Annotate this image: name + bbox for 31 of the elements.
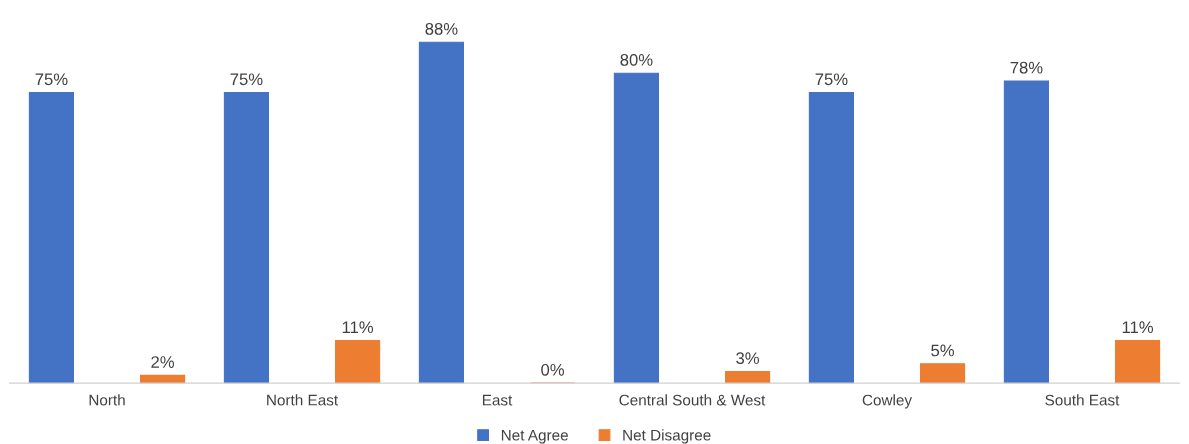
bar: [418, 41, 465, 384]
bar: [919, 363, 966, 384]
data-label: 78%: [1010, 61, 1043, 74]
data-label: 0%: [541, 363, 565, 376]
data-label: 2%: [151, 356, 175, 368]
bar: [28, 92, 75, 384]
bar: [613, 72, 660, 384]
x-tick-label: East: [482, 394, 513, 406]
data-label: 75%: [230, 73, 263, 86]
bar: [724, 370, 771, 384]
bar: [334, 340, 381, 384]
data-label: 75%: [815, 73, 848, 86]
data-label: 11%: [342, 321, 374, 334]
x-tick-label: South East: [1045, 394, 1120, 406]
x-tick-label: Cowley: [862, 394, 913, 409]
bar: [139, 374, 186, 384]
legend-label: Net Disagree: [623, 429, 711, 444]
legend-label: Net Agree: [501, 429, 568, 444]
data-label: 75%: [35, 73, 68, 86]
data-label: 11%: [1122, 321, 1154, 334]
data-label: 80%: [620, 53, 653, 66]
x-tick-label: North: [89, 394, 125, 406]
data-label: 88%: [425, 22, 458, 35]
data-label: 5%: [931, 344, 955, 357]
bar: [808, 92, 855, 384]
data-label: 3%: [736, 352, 760, 365]
bar: [223, 92, 270, 384]
x-tick-label: Central South & West: [619, 394, 766, 406]
bar: [1003, 80, 1050, 384]
bar: [1114, 340, 1161, 384]
x-tick-label: North East: [267, 394, 338, 406]
